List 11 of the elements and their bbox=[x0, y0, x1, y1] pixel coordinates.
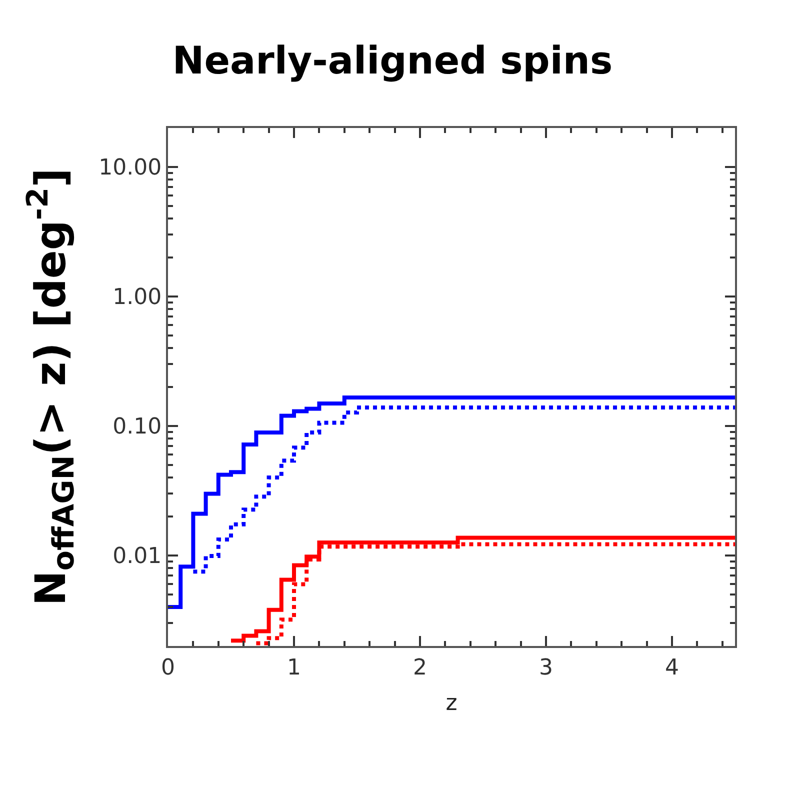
x-tick-label: 1 bbox=[287, 655, 301, 680]
x-tick-label: 0 bbox=[161, 655, 175, 680]
y-tick-label: 10.00 bbox=[98, 156, 162, 181]
x-axis-title: z bbox=[446, 690, 458, 716]
y-tick-label: 0.10 bbox=[112, 414, 162, 440]
y-tick-label: 1.00 bbox=[112, 285, 162, 310]
x-tick-label: 3 bbox=[539, 655, 553, 680]
y-tick-label: 0.01 bbox=[112, 544, 162, 570]
x-tick-label: 4 bbox=[665, 655, 679, 680]
x-tick-label: 2 bbox=[413, 655, 427, 680]
chart-title: Nearly-aligned spins bbox=[172, 38, 613, 83]
